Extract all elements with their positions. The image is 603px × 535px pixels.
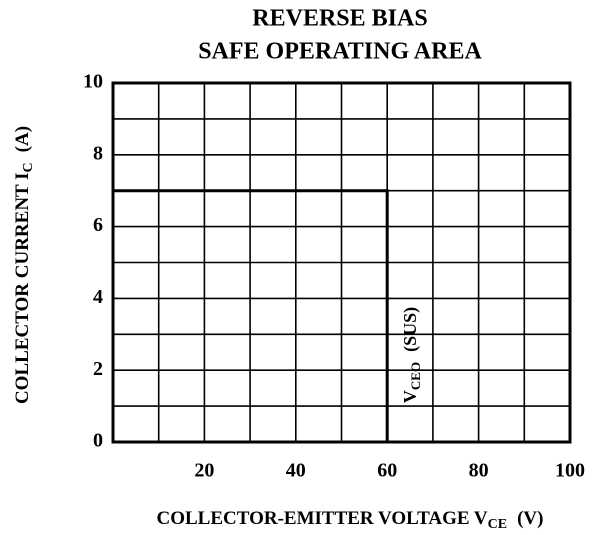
y-tick-label: 4 [93,286,103,308]
y-axis-label-main: COLLECTOR CURRENT I [12,172,33,404]
x-axis-label-unit: (V) [517,508,543,529]
annotation-rest: (SUS) [400,307,421,352]
y-axis-label-sub: C [21,162,36,172]
y-tick-label: 2 [93,358,103,380]
x-tick-label: 60 [377,460,397,482]
x-axis-label-sub: CE [488,517,507,532]
x-tick-label: 100 [555,460,585,482]
chart-title: SAFE OPERATING AREA [198,39,482,65]
x-axis-label-main: COLLECTOR-EMITTER VOLTAGE V [157,508,488,529]
x-tick-label: 80 [469,460,489,482]
x-tick-label: 40 [286,460,306,482]
chart-title: REVERSE BIAS [252,6,427,32]
plot-frame [111,81,572,444]
soa-boundary [113,189,389,442]
y-axis-label-unit: (A) [12,126,33,152]
annotation-sub: CEO [408,362,423,390]
y-tick-label: 0 [93,430,103,452]
x-tick-label: 20 [194,460,214,482]
y-axis-label: COLLECTOR CURRENT IC (A) [12,126,36,404]
y-tick-label: 6 [93,214,103,236]
y-tick-label: 10 [83,71,103,93]
x-axis-label: COLLECTOR-EMITTER VOLTAGE VCE (V) [157,508,544,532]
annotation: VCEO (SUS) [400,307,423,403]
y-tick-label: 8 [93,142,103,164]
annotation-main: V [400,390,420,403]
